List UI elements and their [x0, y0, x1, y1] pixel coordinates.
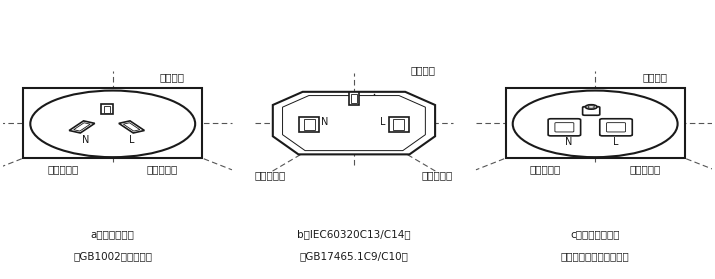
- Polygon shape: [351, 94, 357, 104]
- Polygon shape: [124, 123, 140, 131]
- Text: 接保护地: 接保护地: [160, 72, 185, 82]
- Text: b）IEC60320C13/C14型: b）IEC60320C13/C14型: [297, 229, 410, 239]
- Polygon shape: [104, 106, 110, 113]
- Text: （非标准形式，不推荐）: （非标准形式，不推荐）: [561, 251, 629, 261]
- FancyBboxPatch shape: [583, 107, 600, 115]
- Ellipse shape: [513, 91, 678, 157]
- Text: N: N: [322, 117, 329, 127]
- Polygon shape: [282, 96, 425, 151]
- Polygon shape: [74, 123, 90, 131]
- Text: 接直流正极: 接直流正极: [47, 164, 79, 174]
- Circle shape: [588, 106, 594, 108]
- Text: a）扁三脚插座: a）扁三脚插座: [91, 229, 134, 239]
- Bar: [24, 88, 202, 158]
- Polygon shape: [349, 92, 359, 105]
- Text: 接直流负极: 接直流负极: [147, 164, 178, 174]
- Text: L: L: [380, 117, 385, 127]
- Polygon shape: [393, 119, 404, 130]
- Text: c）万用三脚插座: c）万用三脚插座: [571, 229, 620, 239]
- Polygon shape: [389, 117, 408, 132]
- Polygon shape: [69, 121, 95, 133]
- FancyBboxPatch shape: [600, 119, 632, 136]
- Text: 接直流负极: 接直流负极: [629, 164, 661, 174]
- Polygon shape: [101, 104, 113, 114]
- Text: N: N: [565, 137, 572, 147]
- FancyBboxPatch shape: [555, 123, 574, 132]
- Text: 接直流正极: 接直流正极: [255, 170, 286, 181]
- Text: （GB17465.1C9/C10）: （GB17465.1C9/C10）: [300, 251, 408, 261]
- Text: 接直流负极: 接直流负极: [422, 170, 453, 181]
- Circle shape: [586, 105, 597, 109]
- Polygon shape: [119, 121, 144, 133]
- Text: （GB1002规定形式）: （GB1002规定形式）: [73, 251, 152, 261]
- Bar: [506, 88, 684, 158]
- Text: L: L: [613, 137, 618, 147]
- Text: N: N: [82, 135, 89, 145]
- Text: L: L: [129, 135, 134, 145]
- FancyBboxPatch shape: [606, 123, 626, 132]
- Ellipse shape: [30, 91, 195, 157]
- Polygon shape: [300, 117, 319, 132]
- Polygon shape: [273, 92, 435, 154]
- Text: 接保护地: 接保护地: [411, 66, 436, 76]
- FancyBboxPatch shape: [548, 119, 581, 136]
- Text: 接保护地: 接保护地: [642, 72, 667, 82]
- Text: 接直流正极: 接直流正极: [530, 164, 561, 174]
- Polygon shape: [304, 119, 315, 130]
